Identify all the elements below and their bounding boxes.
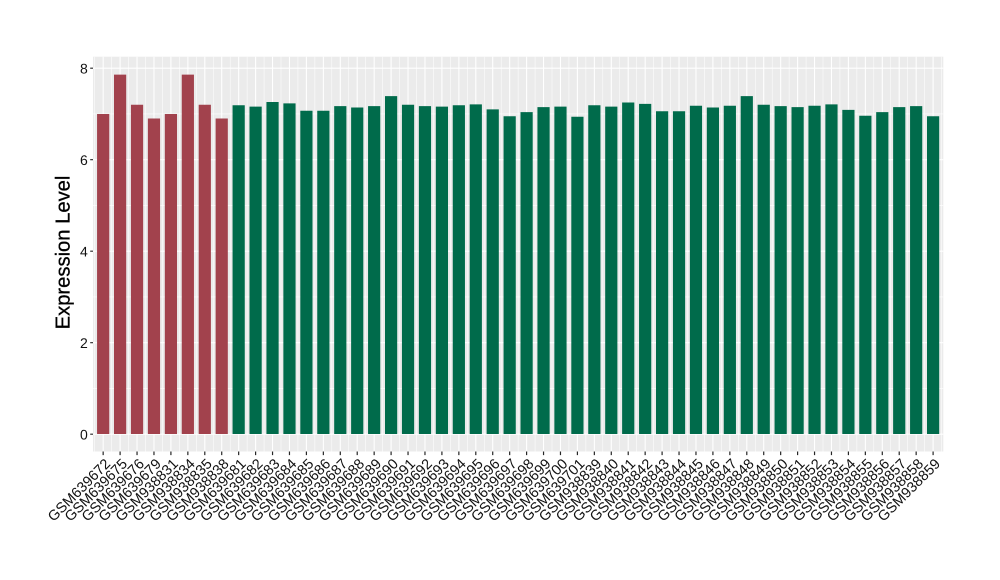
svg-text:2: 2 bbox=[80, 335, 88, 351]
svg-text:4: 4 bbox=[80, 244, 88, 260]
svg-text:Expression Level: Expression Level bbox=[53, 176, 75, 330]
svg-text:6: 6 bbox=[80, 152, 88, 168]
svg-text:0: 0 bbox=[80, 427, 88, 443]
svg-text:8: 8 bbox=[80, 61, 88, 77]
